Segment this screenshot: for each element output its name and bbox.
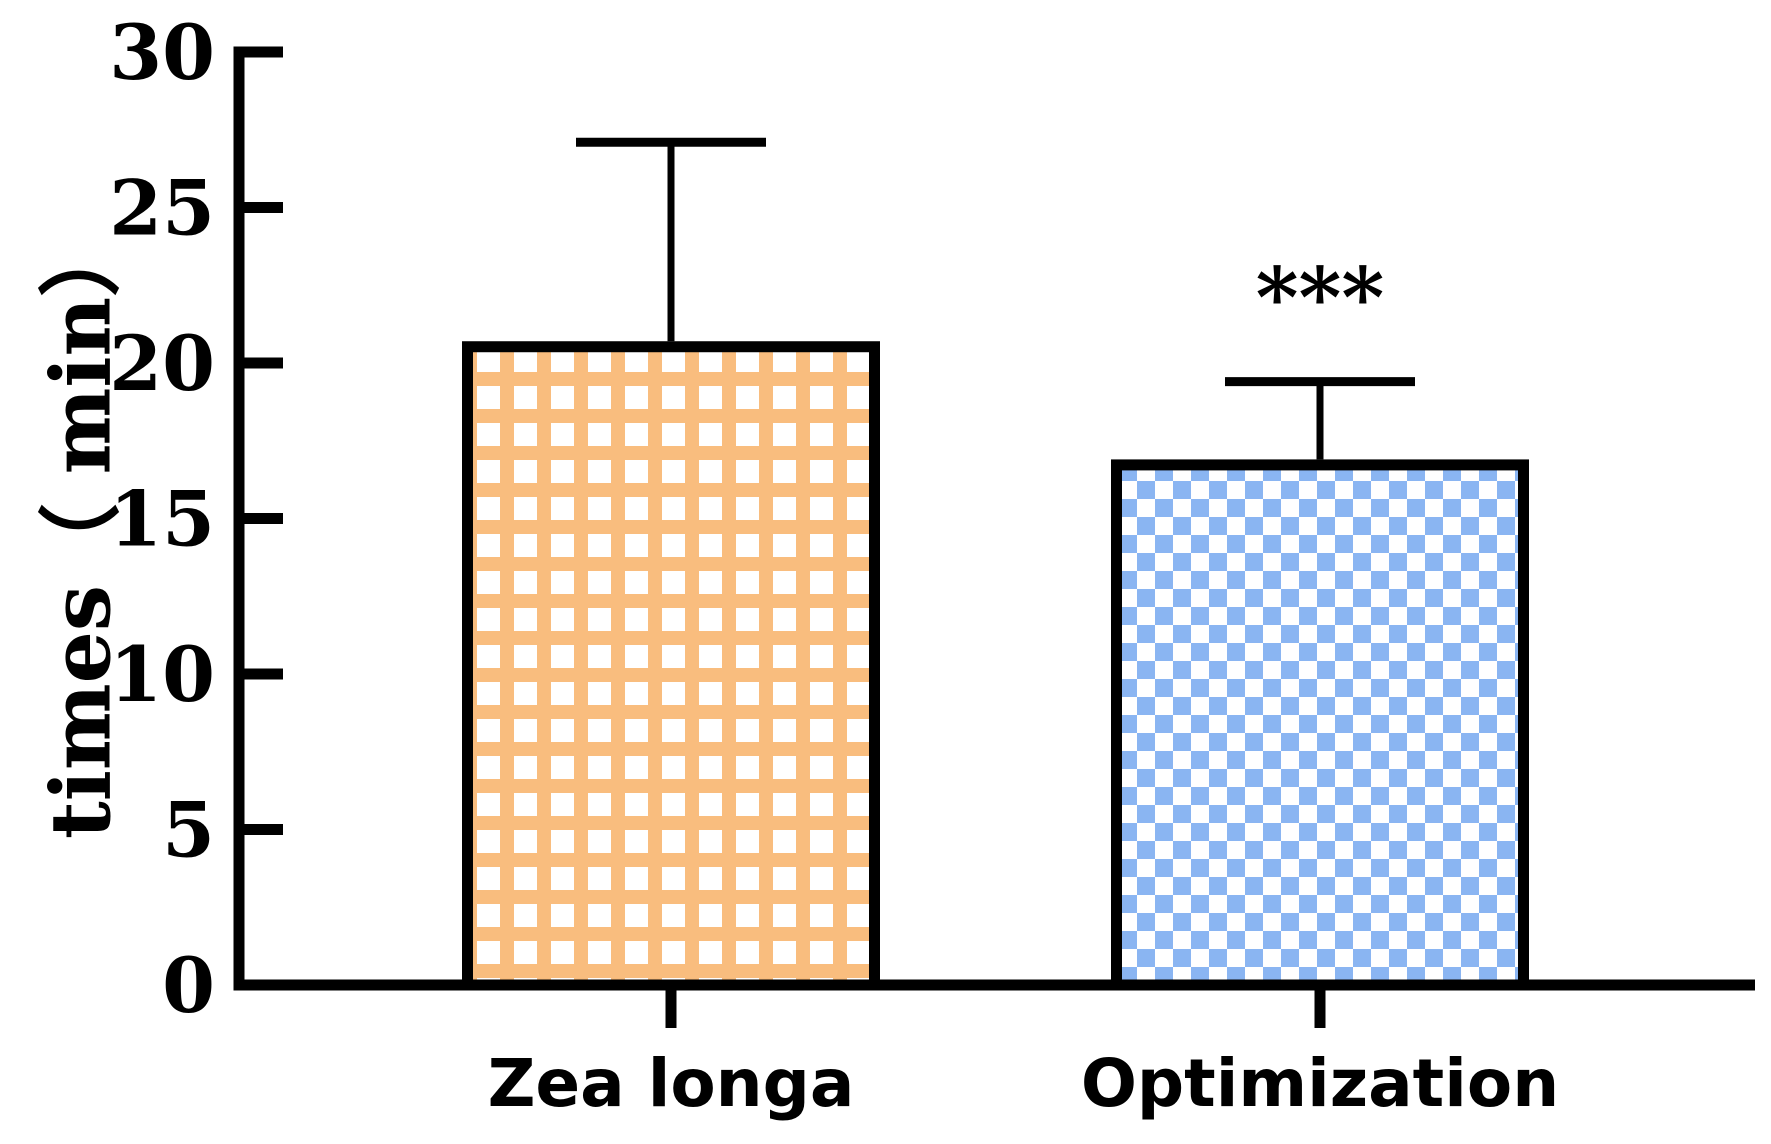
y-tick-label: 0 xyxy=(162,941,215,1030)
y-tick-label: 30 xyxy=(109,8,215,97)
x-tick-label: Zea longa xyxy=(488,1045,855,1122)
y-tick-label: 25 xyxy=(109,164,215,253)
bars xyxy=(462,137,1529,991)
bar-zea-longa xyxy=(462,341,880,991)
labels: 0 5 10 15 20 25 30 Zea longa Optimization *** xyxy=(109,8,1559,1122)
y-tick-label: 20 xyxy=(109,319,215,408)
y-tick-label: 15 xyxy=(109,475,215,564)
bar-optimization xyxy=(1111,459,1529,991)
y-tick-label: 10 xyxy=(109,630,215,719)
y-axis-label: times（ min） xyxy=(33,215,129,839)
significance-annotation: *** xyxy=(1256,251,1385,347)
y-tick-label: 5 xyxy=(162,786,215,875)
x-tick-label: Optimization xyxy=(1081,1045,1559,1122)
